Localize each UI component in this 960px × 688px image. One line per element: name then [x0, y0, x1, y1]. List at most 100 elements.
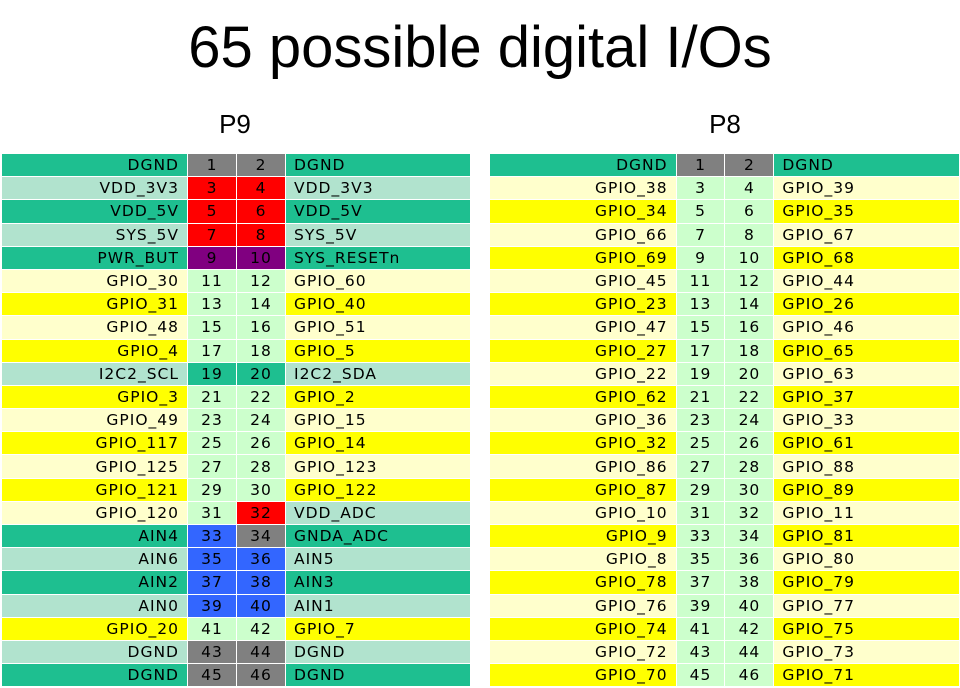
pin-signal-right: GPIO_79	[773, 570, 960, 595]
pin-number-left: 29	[187, 477, 237, 502]
p8-pin-row: GPIO_78 37 38 GPIO_79	[489, 570, 960, 595]
pin-number-right: 16	[724, 315, 775, 340]
pin-signal-right: GPIO_14	[285, 431, 471, 456]
p9-pin-row: AIN2 37 38 AIN3	[1, 570, 471, 595]
pin-number-left: 19	[675, 361, 726, 386]
pin-signal-right: I2C2_SDA	[285, 361, 471, 386]
pin-number-right: 40	[724, 593, 775, 618]
pin-number-right: 2	[724, 152, 775, 178]
pin-number-left: 43	[675, 639, 726, 665]
p9-pin-row: DGND 45 46 DGND	[1, 663, 471, 688]
p8-pin-row: GPIO_86 27 28 GPIO_88	[489, 454, 960, 479]
pin-signal-right: GPIO_46	[773, 315, 960, 340]
p8-pin-row: GPIO_62 21 22 GPIO_37	[489, 384, 960, 410]
pin-signal-right: GPIO_73	[773, 639, 960, 665]
pin-number-right: 14	[724, 292, 775, 317]
p8-pin-row: GPIO_10 31 32 GPIO_11	[489, 500, 960, 526]
pin-signal-right: AIN3	[285, 570, 471, 595]
pin-signal-left: DGND	[1, 663, 188, 688]
pin-signal-left: GPIO_66	[489, 222, 677, 247]
pin-number-left: 39	[675, 593, 726, 618]
pin-signal-right: AIN1	[285, 593, 471, 618]
pin-signal-left: GPIO_22	[489, 361, 677, 386]
pin-number-left: 25	[187, 431, 237, 456]
pin-number-right: 12	[236, 268, 286, 294]
p9-pin-row: GPIO_121 29 30 GPIO_122	[1, 477, 471, 502]
p9-pin-row: AIN6 35 36 AIN5	[1, 547, 471, 572]
pin-number-right: 4	[236, 176, 286, 201]
pin-signal-right: GPIO_40	[285, 292, 471, 317]
p8-pin-row: GPIO_32 25 26 GPIO_61	[489, 431, 960, 456]
pin-signal-right: GPIO_37	[773, 384, 960, 410]
pin-signal-right: GPIO_123	[285, 454, 471, 479]
pin-number-left: 9	[187, 245, 237, 270]
pin-number-left: 21	[187, 384, 237, 410]
pin-number-left: 21	[675, 384, 726, 410]
pin-signal-left: GPIO_49	[1, 408, 188, 433]
pin-number-left: 3	[675, 176, 726, 201]
p8-pin-row: GPIO_72 43 44 GPIO_73	[489, 639, 960, 665]
pin-signal-right: DGND	[285, 152, 471, 178]
pin-signal-right: GPIO_7	[285, 616, 471, 641]
p9-pin-row: AIN0 39 40 AIN1	[1, 593, 471, 618]
p9-pin-row: GPIO_31 13 14 GPIO_40	[1, 292, 471, 317]
pin-number-left: 9	[675, 245, 726, 270]
pin-signal-right: GPIO_33	[773, 408, 960, 433]
p8-pin-row: GPIO_66 7 8 GPIO_67	[489, 222, 960, 247]
pin-number-right: 28	[236, 454, 286, 479]
pin-number-right: 32	[724, 500, 775, 526]
pin-signal-right: SYS_5V	[285, 222, 471, 247]
pin-signal-left: PWR_BUT	[1, 245, 188, 270]
pin-number-left: 7	[675, 222, 726, 247]
pin-signal-left: SYS_5V	[1, 222, 188, 247]
pin-signal-left: GPIO_125	[1, 454, 188, 479]
pin-signal-left: GPIO_10	[489, 500, 677, 526]
pin-signal-right: SYS_RESETn	[285, 245, 471, 270]
pin-signal-right: GPIO_67	[773, 222, 960, 247]
pin-number-left: 27	[187, 454, 237, 479]
p9-pin-row: VDD_5V 5 6 VDD_5V	[1, 199, 471, 224]
pin-number-right: 26	[236, 431, 286, 456]
pin-signal-left: GPIO_70	[489, 663, 677, 688]
pin-number-left: 7	[187, 222, 237, 247]
pin-number-right: 22	[236, 384, 286, 410]
pin-number-right: 18	[724, 338, 775, 363]
pin-number-left: 33	[187, 523, 237, 549]
pin-number-left: 3	[187, 176, 237, 201]
pin-signal-left: GPIO_120	[1, 500, 188, 526]
pin-signal-right: GPIO_77	[773, 593, 960, 618]
p8-pin-row: GPIO_87 29 30 GPIO_89	[489, 477, 960, 502]
p9-pin-row: PWR_BUT 9 10 SYS_RESETn	[1, 245, 471, 270]
p8-pin-table: DGND 1 2 DGND GPIO_38 3 4 GPIO_39 GPIO_34 5 6 GPIO_…	[489, 152, 960, 688]
pin-number-left: 35	[675, 547, 726, 572]
pin-signal-right: GPIO_51	[285, 315, 471, 340]
pin-signal-left: GPIO_86	[489, 454, 677, 479]
pin-signal-left: GPIO_72	[489, 639, 677, 665]
p9-pin-row: AIN4 33 34 GNDA_ADC	[1, 523, 471, 549]
pin-signal-right: GPIO_68	[773, 245, 960, 270]
pin-signal-right: GPIO_71	[773, 663, 960, 688]
pin-number-right: 42	[724, 616, 775, 641]
pin-signal-left: GPIO_8	[489, 547, 677, 572]
p9-pin-row: GPIO_30 11 12 GPIO_60	[1, 268, 471, 294]
pin-number-right: 46	[724, 663, 775, 688]
pin-signal-left: VDD_3V3	[1, 176, 188, 201]
pin-number-left: 1	[675, 152, 726, 178]
pin-signal-left: GPIO_23	[489, 292, 677, 317]
p9-header-label: P9	[219, 109, 251, 139]
pin-signal-left: DGND	[1, 639, 188, 665]
pin-number-left: 23	[187, 408, 237, 433]
page-title: 65 possible digital I/Os	[188, 15, 772, 80]
pin-signal-left: GPIO_38	[489, 176, 677, 201]
pin-signal-left: AIN6	[1, 547, 188, 572]
pin-signal-left: GPIO_4	[1, 338, 188, 363]
pin-signal-right: GPIO_61	[773, 431, 960, 456]
p8-pin-row: GPIO_74 41 42 GPIO_75	[489, 616, 960, 641]
pin-number-right: 40	[236, 593, 286, 618]
pin-signal-right: AIN5	[285, 547, 471, 572]
pin-signal-left: AIN4	[1, 523, 188, 549]
pin-signal-right: DGND	[285, 663, 471, 688]
pin-number-right: 12	[724, 268, 775, 294]
pin-signal-right: GPIO_89	[773, 477, 960, 502]
pin-number-right: 20	[724, 361, 775, 386]
